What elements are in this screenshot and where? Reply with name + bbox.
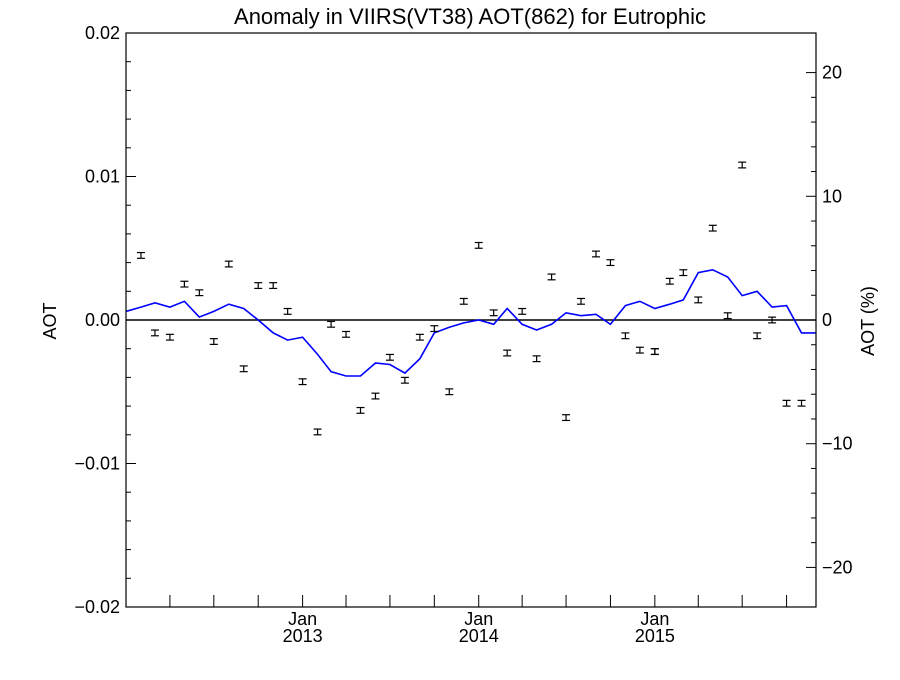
series-line-layer [125, 268, 816, 377]
data-point-error-bar [518, 307, 527, 315]
data-point-error-bar [239, 365, 248, 373]
data-point-error-bar [298, 378, 307, 386]
data-point-error-bar [165, 333, 174, 341]
data-point-error-bar [606, 259, 615, 267]
data-point-error-bar [753, 332, 762, 340]
data-point-error-bar [415, 333, 424, 341]
data-point-error-bar [356, 406, 365, 414]
data-point-error-bar [635, 346, 644, 354]
data-point-error-bar [723, 312, 732, 320]
data-point-error-bar [577, 297, 586, 305]
data-point-error-bar [136, 251, 145, 259]
data-point-error-bar [459, 297, 468, 305]
data-point-error-bar [195, 289, 204, 297]
y-tick-label-left: 0.01 [85, 167, 120, 187]
data-point-error-bar [621, 332, 630, 340]
y-tick-label-left: −0.02 [74, 597, 120, 617]
data-point-error-bar [269, 282, 278, 290]
data-point-error-bar [782, 399, 791, 407]
data-point-error-bar [694, 296, 703, 304]
data-point-error-bar [503, 349, 512, 357]
data-point-error-bar [562, 414, 571, 422]
data-point-error-bar [591, 250, 600, 258]
data-point-error-bar [430, 325, 439, 333]
data-point-error-bar [209, 338, 218, 345]
data-point-error-bar [445, 388, 454, 396]
x-tick-label-year: 2015 [635, 626, 675, 646]
data-point-error-bar [327, 320, 336, 328]
data-point-error-bar [665, 277, 674, 285]
data-point-error-bar [150, 329, 159, 337]
x-tick-label-month: Jan [640, 609, 669, 629]
y-tick-label-right: 20 [822, 63, 842, 83]
axes-layer: 0.020.010.00−0.01−0.0220100−10−20Jan2013… [74, 23, 852, 646]
data-point-error-bar [768, 316, 777, 324]
y-axis-label-left: AOT [40, 302, 60, 339]
data-point-error-bar [797, 399, 806, 407]
y-tick-label-right: 0 [822, 310, 832, 330]
data-point-error-bar [371, 392, 380, 400]
y-tick-label-right: −10 [822, 434, 853, 454]
data-point-error-bar [532, 355, 541, 363]
data-point-error-bar [342, 330, 351, 338]
data-point-error-bar [400, 376, 409, 384]
data-point-error-bar [679, 269, 688, 277]
data-point-error-bar [489, 309, 498, 317]
x-tick-label-month: Jan [464, 609, 493, 629]
y-tick-label-right: 10 [822, 186, 842, 206]
y-tick-label-left: −0.01 [74, 454, 120, 474]
x-tick-label-year: 2013 [283, 626, 323, 646]
data-point-error-bar [313, 428, 322, 436]
series-points-layer [136, 161, 806, 436]
y-tick-label-left: 0.00 [85, 310, 120, 330]
data-point-error-bar [254, 282, 263, 290]
x-tick-label-year: 2014 [459, 626, 499, 646]
y-axis-label-right: AOT (%) [858, 286, 878, 356]
plot-frame [125, 32, 817, 608]
y-tick-label-left: 0.02 [85, 23, 120, 43]
data-point-error-bar [283, 307, 292, 315]
data-point-error-bar [708, 224, 717, 232]
y-tick-label-right: −20 [822, 557, 853, 577]
chart-title: Anomaly in VIIRS(VT38) AOT(862) for Eutr… [234, 4, 706, 29]
x-tick-label-month: Jan [288, 609, 317, 629]
data-point-error-bar [385, 353, 394, 361]
data-point-error-bar [547, 273, 556, 281]
data-point-error-bar [650, 348, 659, 356]
data-point-error-bar [738, 161, 747, 169]
data-point-error-bar [180, 280, 189, 288]
series-line-blue [125, 268, 816, 377]
data-point-error-bar [224, 260, 233, 268]
data-point-error-bar [474, 241, 483, 249]
